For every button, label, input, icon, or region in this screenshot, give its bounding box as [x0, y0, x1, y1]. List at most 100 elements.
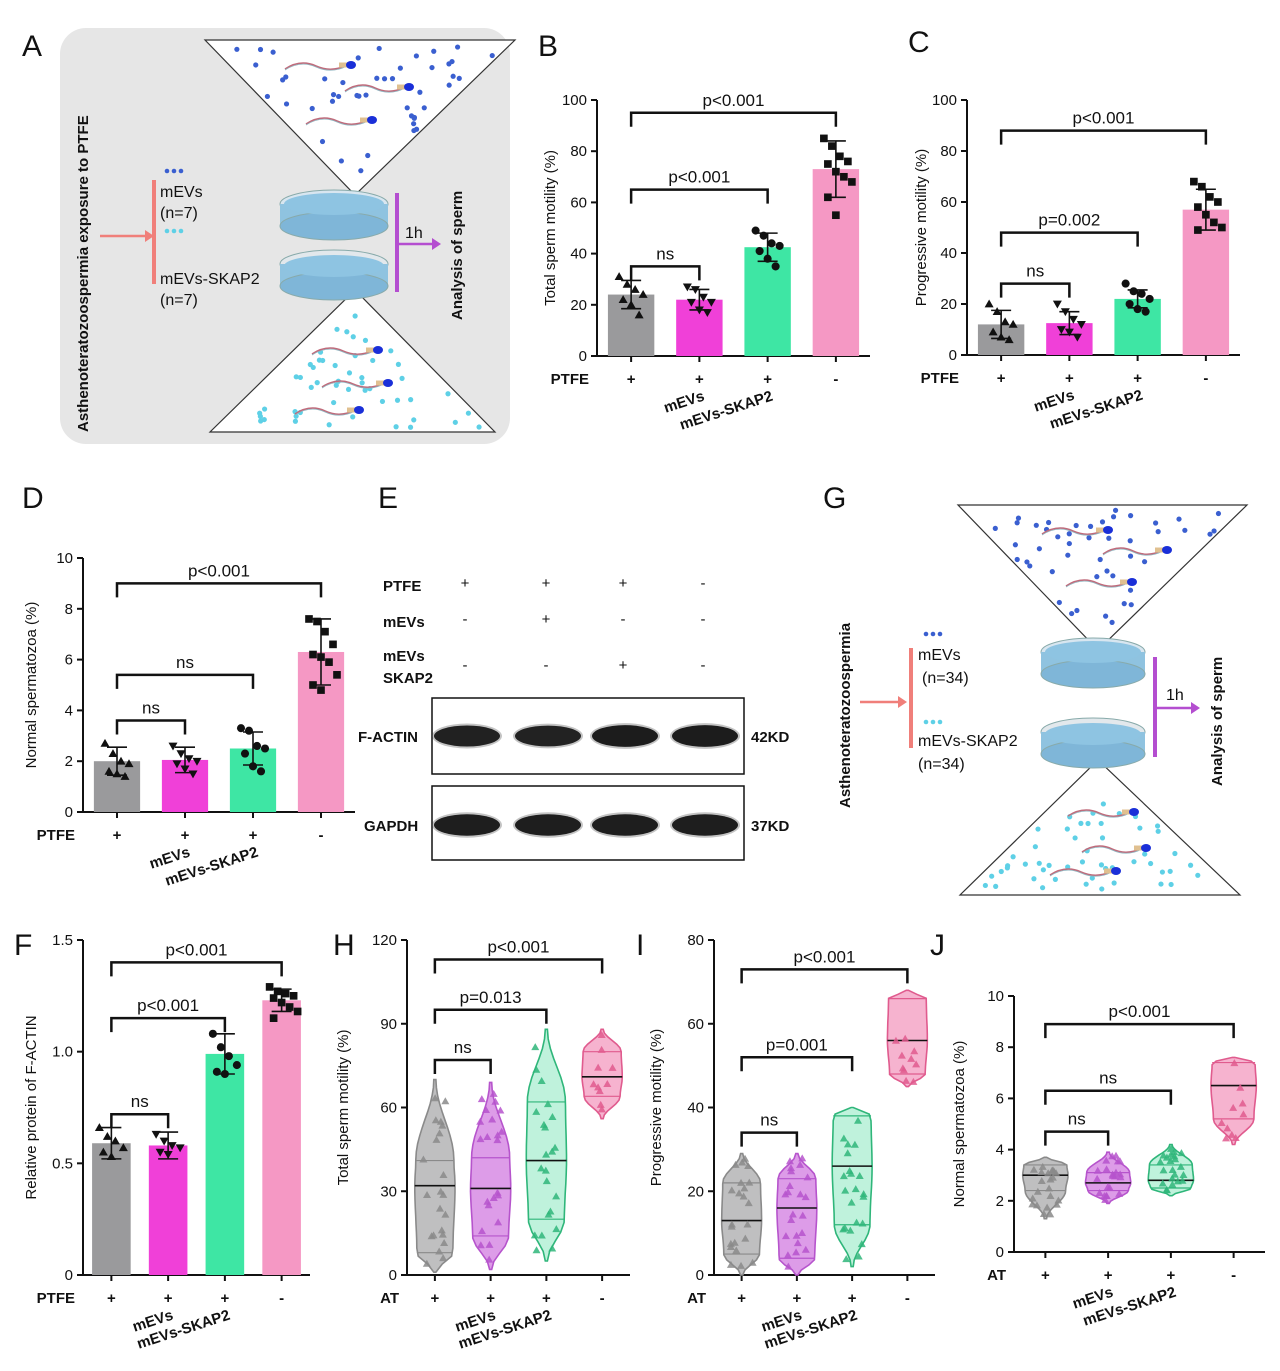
diagram-dot	[1036, 860, 1042, 866]
blot-sign: -	[701, 611, 706, 628]
diagram-dot	[283, 101, 290, 107]
sperm-tail	[321, 380, 385, 389]
data-point	[220, 1069, 229, 1079]
violin-point	[438, 1230, 447, 1238]
y-tick-label: 60	[570, 194, 587, 211]
violin-point	[1116, 1173, 1125, 1181]
diagram-dot	[1168, 881, 1174, 888]
diagram-dot	[1015, 515, 1022, 521]
y-tick-label: 10	[56, 550, 73, 567]
diagram-dot	[261, 416, 267, 423]
diagram-dot	[1172, 850, 1178, 857]
diagram-dot	[1098, 820, 1104, 827]
sperm-tail	[311, 347, 375, 356]
condition-label: PTFE	[551, 371, 589, 388]
diagram-dot	[1072, 835, 1078, 841]
violin-point	[785, 1157, 794, 1165]
violin-point	[1238, 1099, 1247, 1107]
blot-row-label-mevs: mEVs	[383, 614, 425, 631]
y-tick-label: 30	[380, 1183, 397, 1200]
data-point	[1000, 317, 1010, 326]
violin-point	[597, 1031, 606, 1039]
violin-point	[897, 1051, 906, 1059]
significance-label: ns	[1068, 1110, 1086, 1129]
diagram-dot	[345, 386, 352, 393]
violin-point	[1028, 1200, 1037, 1208]
data-point	[102, 1132, 112, 1140]
panel-label-g: G	[823, 482, 846, 515]
diagram-dot	[413, 53, 419, 59]
diagram-dot	[489, 52, 495, 59]
violin-point	[854, 1116, 863, 1124]
data-point	[1056, 326, 1066, 334]
violin-point	[496, 1106, 505, 1114]
y-tick-label: 20	[687, 1183, 704, 1200]
y-axis-title: Total sperm motility (%)	[542, 150, 559, 306]
data-point	[248, 762, 258, 771]
violin-point	[476, 1135, 485, 1143]
condition-label: AT	[687, 1290, 706, 1307]
significance-label: p<0.001	[1109, 1002, 1171, 1021]
panel-label-b: B	[538, 30, 558, 63]
diagram-dot	[465, 410, 472, 416]
diagram-a-legend-dots-1	[164, 168, 184, 174]
significance-label: ns	[760, 1111, 778, 1130]
sperm-midpiece	[1104, 868, 1113, 874]
significance-bracket	[740, 968, 909, 984]
violin-point	[439, 1254, 448, 1262]
violin-point	[1167, 1150, 1176, 1158]
violin-point	[497, 1127, 506, 1135]
diagram-dot	[297, 374, 303, 381]
sperm-midpiece	[366, 347, 375, 353]
violin-point	[783, 1251, 792, 1259]
diagram-a-arrow-head	[145, 230, 154, 242]
sperm-midpiece	[339, 62, 348, 68]
data-point	[252, 741, 262, 751]
violin-point	[552, 1192, 561, 1200]
violin-point	[744, 1162, 753, 1170]
data-point	[1141, 307, 1150, 316]
diagram-dot	[1024, 559, 1030, 565]
y-tick-label: 90	[380, 1016, 397, 1033]
sperm-tail	[1049, 868, 1113, 877]
panel-label-a: A	[22, 30, 42, 63]
diagram-dot	[429, 64, 435, 71]
diagram-dot	[388, 348, 394, 354]
blot-sign: -	[463, 611, 468, 628]
sperm-head	[1127, 578, 1137, 586]
violin-point	[785, 1182, 794, 1190]
data-point	[100, 738, 110, 747]
violin-point	[539, 1120, 548, 1128]
diagram-dot	[1012, 542, 1018, 548]
violin-point	[850, 1140, 859, 1148]
diagram-dot	[1036, 546, 1042, 552]
diagram-g-time-arrowhead	[1191, 702, 1200, 714]
violin-point	[1033, 1187, 1042, 1195]
data-point	[305, 615, 313, 623]
violin-point	[608, 1063, 617, 1071]
violin-point	[437, 1226, 446, 1234]
sperm-midpiece	[1122, 809, 1131, 815]
violin-point	[801, 1245, 810, 1253]
data-point	[1190, 177, 1198, 186]
diagram-dot	[446, 82, 452, 88]
diagram-dot	[320, 357, 326, 364]
panel-label-i: I	[636, 929, 644, 962]
diagram-g-group1-n: (n=34)	[922, 670, 969, 687]
violin-point	[1093, 1166, 1102, 1174]
diagram-dot	[359, 380, 365, 386]
sperm-head	[1141, 844, 1151, 852]
significance-bracket	[999, 129, 1208, 145]
diagram-dot	[1104, 568, 1110, 574]
data-point	[618, 295, 628, 304]
diagram-a-result-label: Analysis of sperm	[449, 191, 466, 320]
blot-band	[515, 725, 581, 747]
condition-sign: -	[1203, 370, 1208, 387]
diagram-dot	[1065, 864, 1071, 870]
violin-point	[1115, 1157, 1124, 1165]
condition-sign: +	[1166, 1267, 1175, 1284]
sperm-tail	[344, 84, 406, 93]
data-point	[1129, 287, 1138, 296]
